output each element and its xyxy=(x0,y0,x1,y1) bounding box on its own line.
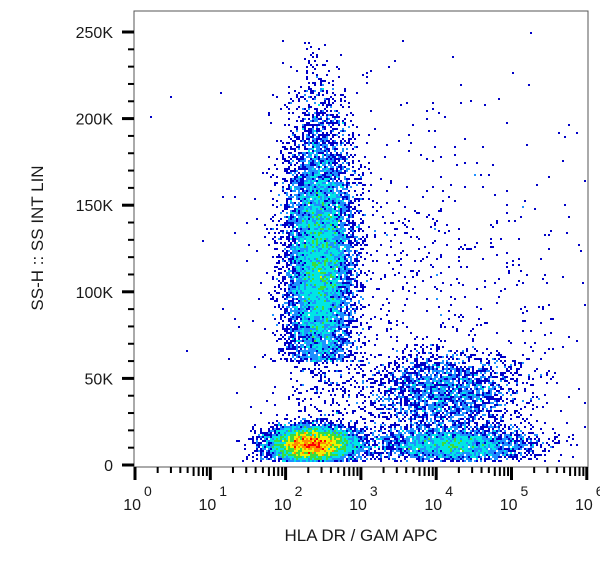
x-tick-exponent: 5 xyxy=(521,483,529,499)
y-tick-label: 250K xyxy=(76,25,114,42)
data-points xyxy=(150,32,586,462)
x-tick-base: 10 xyxy=(349,497,367,514)
y-tick-label: 200K xyxy=(76,112,114,129)
x-tick-exponent: 6 xyxy=(596,483,600,499)
y-axis-tick-labels: 0 50K 100K 150K 200K 250K xyxy=(76,25,114,475)
y-axis-ticks xyxy=(122,30,134,467)
x-tick-base: 10 xyxy=(199,497,217,514)
x-tick-base: 10 xyxy=(424,497,442,514)
x-tick-exponent: 3 xyxy=(370,483,378,499)
x-tick-base: 10 xyxy=(500,497,518,514)
y-tick-label: 50K xyxy=(85,371,114,388)
x-tick-exponent: 2 xyxy=(295,483,303,499)
y-axis-title: SS-H :: SS INT LIN xyxy=(28,165,47,310)
x-tick-base: 10 xyxy=(123,497,141,514)
y-tick-label: 100K xyxy=(76,285,114,302)
x-tick-base: 10 xyxy=(274,497,292,514)
y-tick-label: 150K xyxy=(76,198,114,215)
x-tick-exponent: 1 xyxy=(219,483,227,499)
x-tick-exponent: 4 xyxy=(445,483,453,499)
x-axis-title: HLA DR / GAM APC xyxy=(284,526,437,545)
x-axis-ticks xyxy=(133,467,589,480)
x-tick-base: 10 xyxy=(575,497,593,514)
x-tick-exponent: 0 xyxy=(144,483,152,499)
y-tick-label: 0 xyxy=(104,458,113,475)
